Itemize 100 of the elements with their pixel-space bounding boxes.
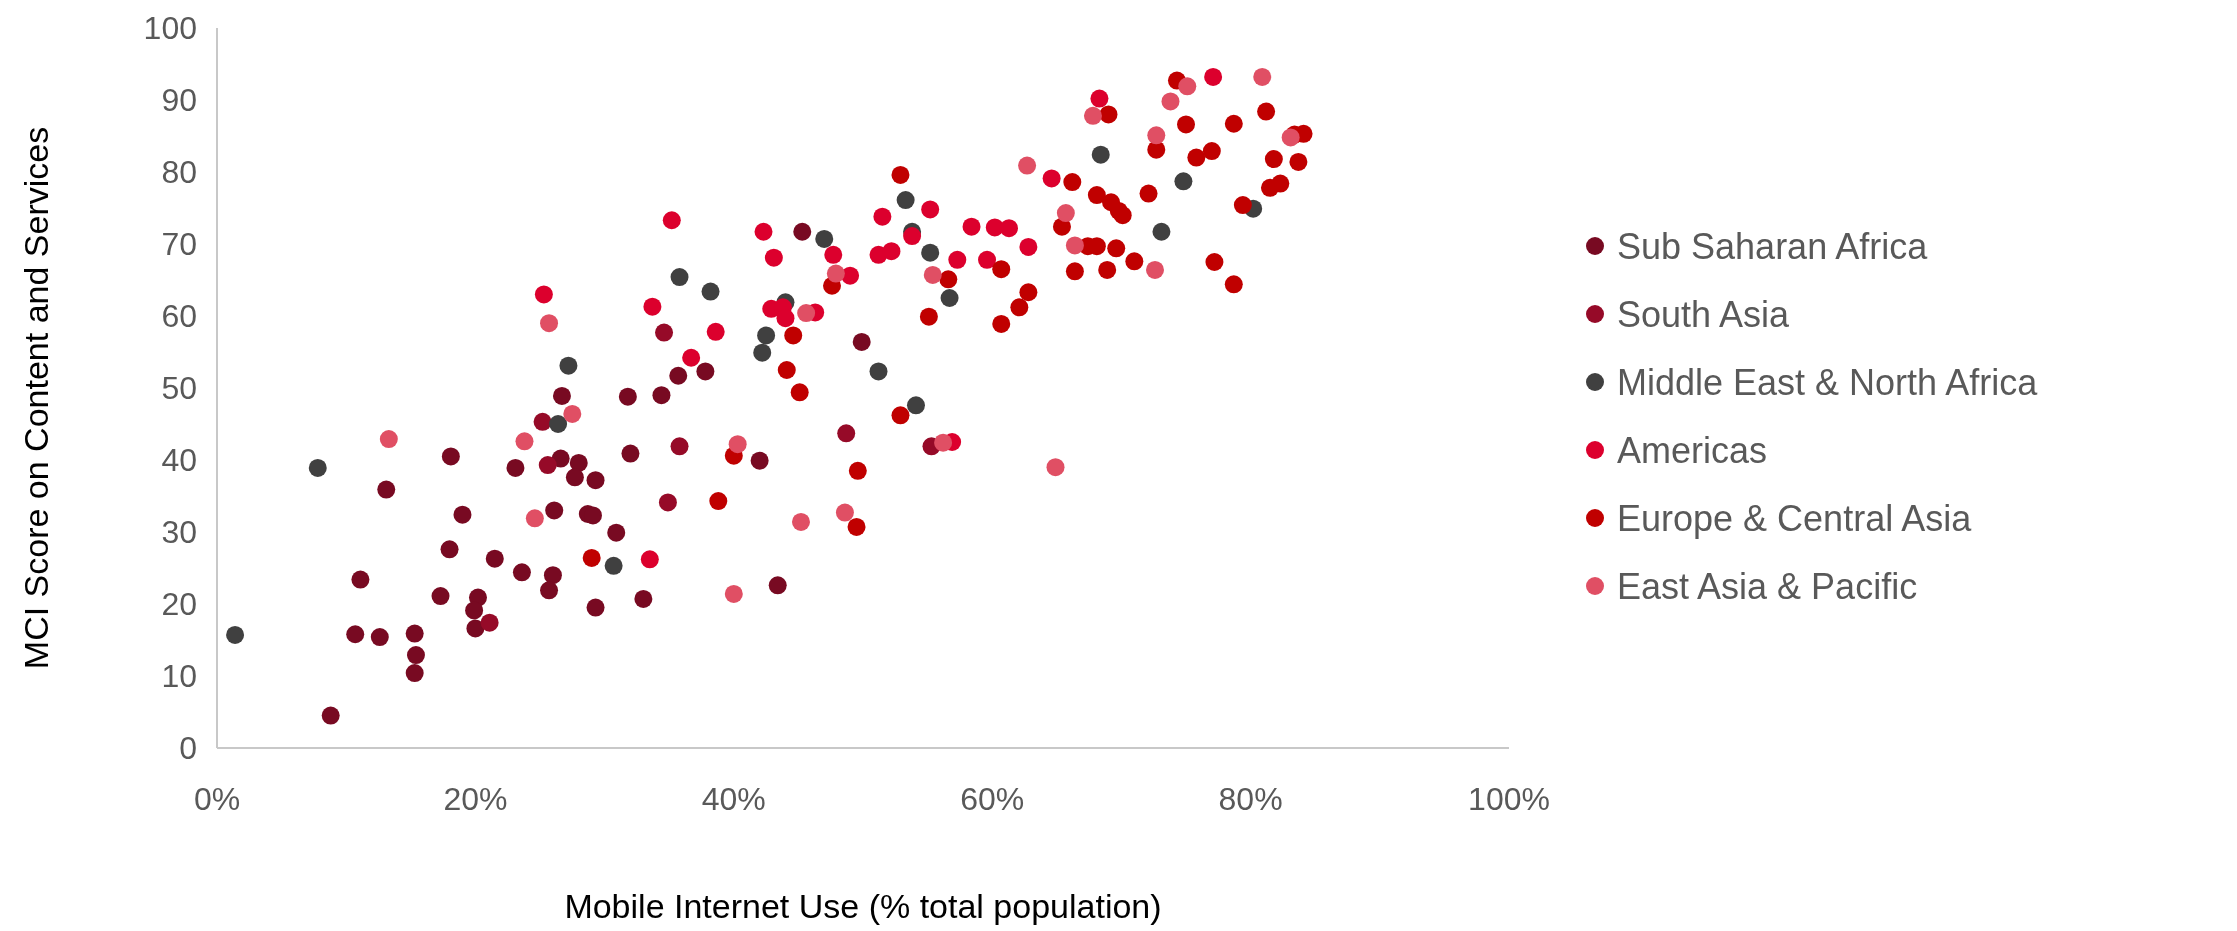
point (784, 326, 803, 345)
point (1289, 152, 1308, 171)
point (992, 260, 1011, 279)
point (655, 323, 674, 342)
point (543, 566, 562, 585)
point (640, 550, 659, 569)
y-tick-label: 40 (161, 442, 197, 479)
point (891, 165, 910, 184)
point (1063, 173, 1082, 192)
point (431, 587, 450, 606)
point (652, 386, 671, 405)
legend-label: South Asia (1617, 293, 1791, 335)
legend-label: Middle East & North Africa (1617, 361, 2039, 403)
point (921, 243, 940, 262)
point (533, 412, 552, 431)
point (506, 458, 525, 477)
point (1125, 252, 1144, 271)
y-tick-label: 30 (161, 514, 197, 551)
point (643, 297, 662, 316)
x-axis-title: Mobile Internet Use (% total population) (564, 887, 1162, 925)
point (618, 387, 637, 406)
y-tick-label: 70 (161, 226, 197, 263)
point (1233, 196, 1252, 215)
point (1178, 77, 1197, 96)
point (1090, 89, 1109, 108)
point (1224, 275, 1243, 294)
point (724, 584, 743, 603)
point (1187, 148, 1206, 167)
point (696, 362, 715, 381)
point (948, 250, 967, 269)
point (753, 343, 772, 362)
point (1000, 219, 1018, 238)
point (1281, 128, 1300, 147)
point (441, 447, 460, 466)
point (569, 453, 588, 472)
point (757, 326, 776, 345)
point (1205, 253, 1224, 271)
point (634, 589, 653, 608)
y-tick-label: 100 (143, 10, 197, 47)
legend-label: Europe & Central Asia (1617, 497, 1973, 539)
point (1224, 114, 1243, 133)
point (351, 570, 370, 589)
point (791, 512, 810, 531)
y-tick-label: 20 (161, 586, 197, 623)
point (540, 581, 559, 600)
y-tick-label: 50 (161, 370, 197, 407)
y-tick-label: 80 (161, 154, 197, 191)
point (405, 624, 424, 643)
point (658, 493, 677, 512)
point (1065, 262, 1084, 281)
point (1065, 236, 1084, 255)
point (1139, 184, 1158, 203)
point (669, 366, 688, 385)
point (662, 211, 681, 230)
point (540, 314, 559, 333)
point (406, 646, 425, 665)
y-tick-label: 90 (161, 82, 197, 119)
point (826, 264, 845, 283)
point (466, 619, 485, 638)
point (346, 625, 365, 644)
point (370, 628, 389, 647)
point (682, 348, 701, 367)
point (768, 576, 787, 595)
point (1152, 222, 1171, 241)
point (465, 601, 484, 620)
point (515, 432, 534, 451)
point (754, 222, 773, 241)
point (939, 270, 958, 289)
point (670, 268, 689, 287)
point (1046, 458, 1065, 477)
point (962, 217, 981, 236)
point (852, 332, 871, 351)
point (586, 471, 605, 490)
point (1083, 106, 1102, 125)
point (848, 461, 867, 480)
point (1107, 239, 1126, 258)
point (824, 245, 843, 264)
x-tick-label: 0% (193, 781, 241, 817)
point (1019, 283, 1038, 302)
point (440, 540, 459, 559)
point (552, 386, 571, 405)
point (485, 549, 504, 568)
point (1161, 92, 1180, 111)
point (1056, 204, 1075, 223)
point (563, 404, 582, 423)
point (764, 248, 783, 267)
point (1145, 260, 1164, 279)
point (847, 517, 866, 536)
point (538, 456, 557, 475)
point (896, 191, 915, 210)
point (1204, 67, 1223, 86)
y-tick-label: 10 (161, 658, 197, 695)
point (586, 598, 605, 617)
y-tick-label: 0 (179, 730, 197, 767)
point (921, 200, 940, 219)
point (1042, 169, 1061, 188)
point (903, 227, 922, 246)
point (405, 664, 424, 683)
point (480, 613, 499, 632)
point (1099, 105, 1118, 124)
